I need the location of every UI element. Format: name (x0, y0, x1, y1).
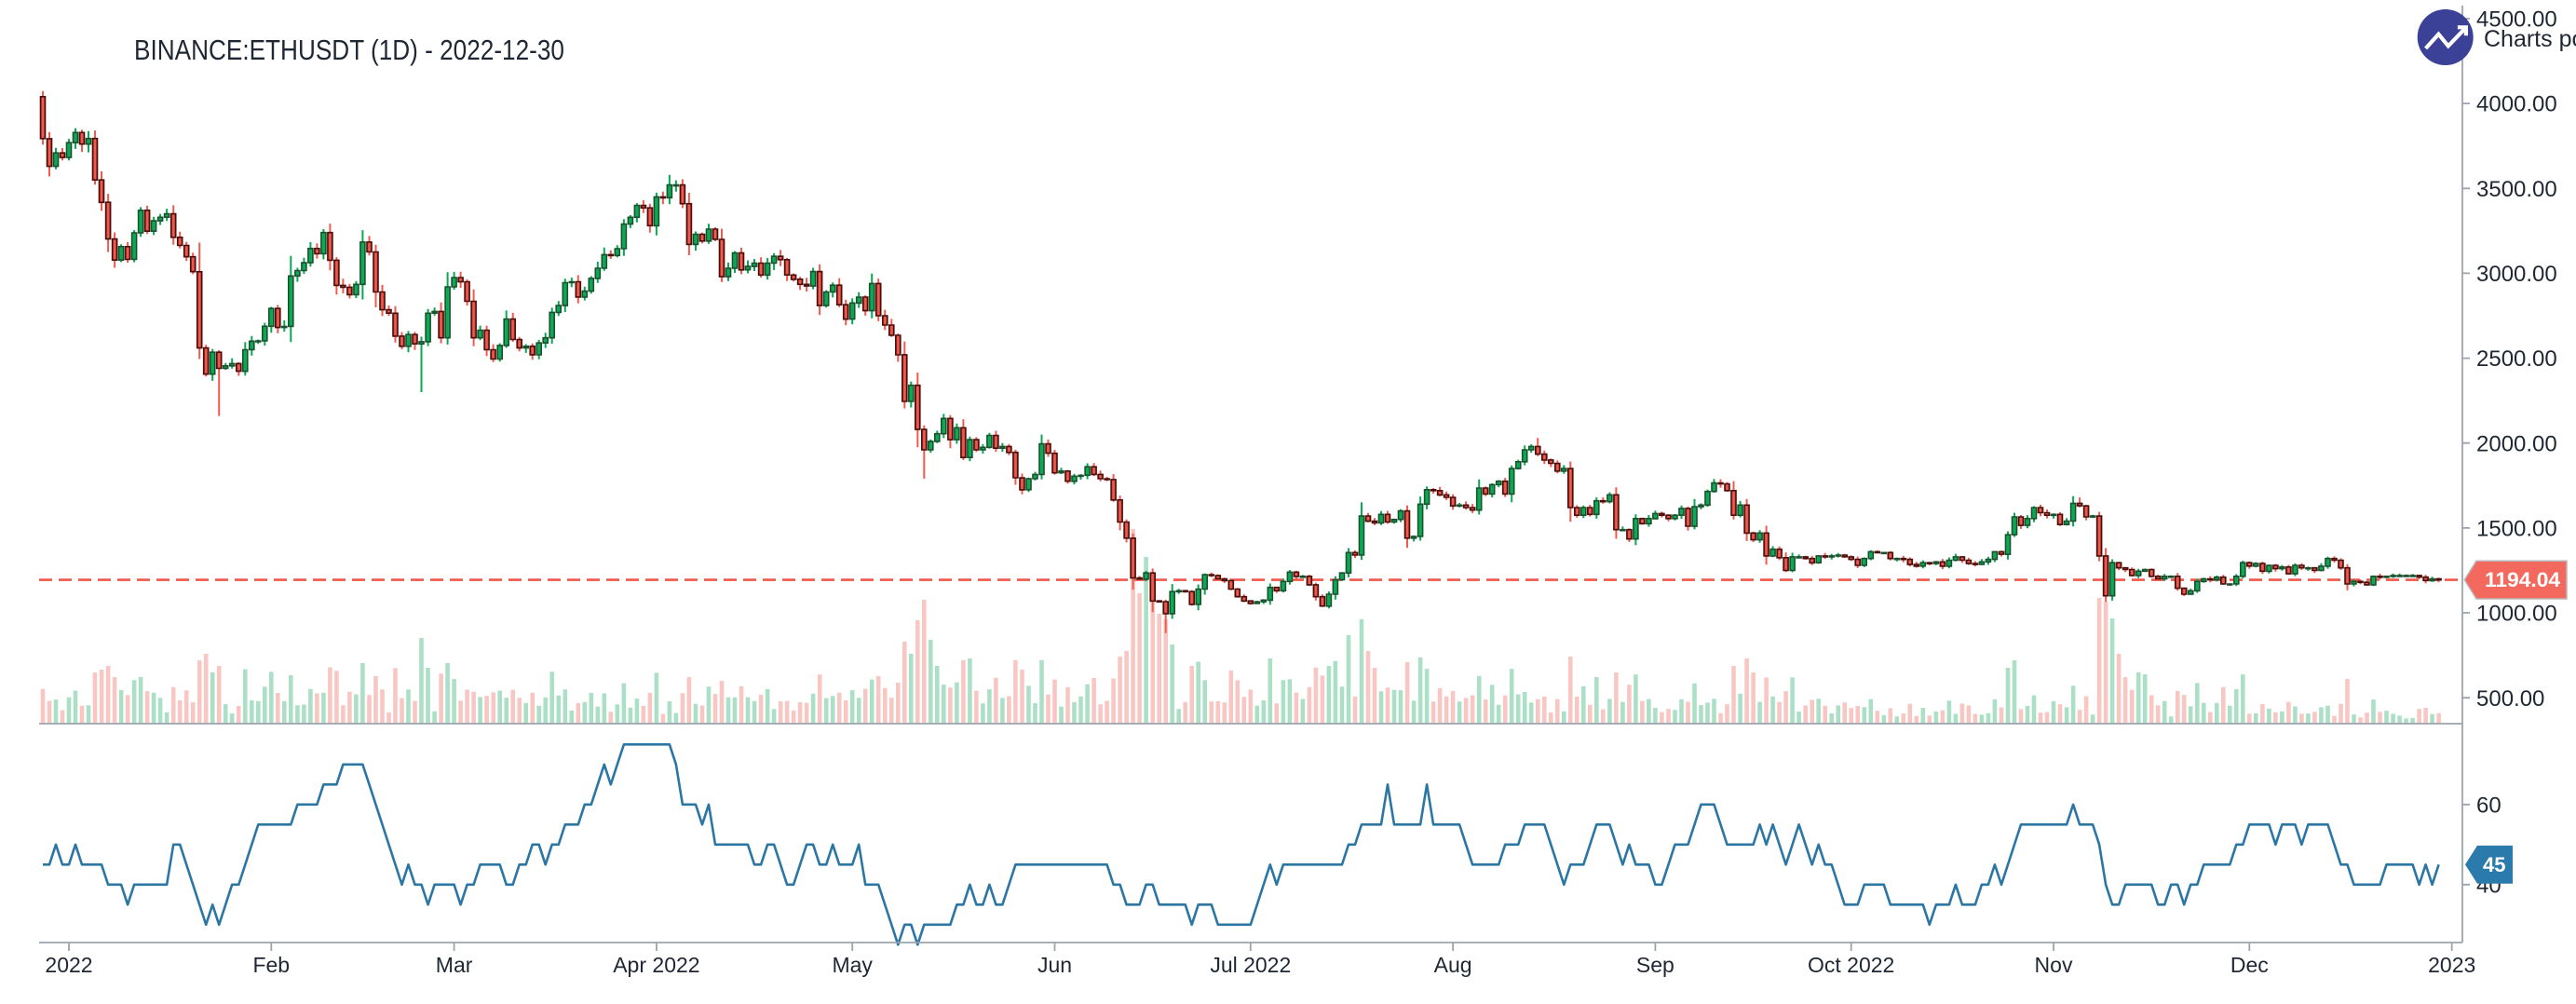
svg-text:Feb: Feb (252, 953, 290, 977)
svg-text:Nov: Nov (2035, 953, 2073, 977)
svg-text:Mar: Mar (436, 953, 473, 977)
svg-text:Charts powered by TradingView: Charts powered by TradingView (2484, 26, 2576, 52)
svg-text:1194.04: 1194.04 (2485, 568, 2561, 591)
svg-text:Apr 2022: Apr 2022 (613, 953, 699, 977)
svg-text:Sep: Sep (1636, 953, 1674, 977)
svg-text:60: 60 (2476, 793, 2501, 818)
svg-text:3000.00: 3000.00 (2476, 262, 2557, 287)
svg-text:1000.00: 1000.00 (2476, 602, 2557, 627)
svg-text:4000.00: 4000.00 (2476, 92, 2557, 117)
svg-text:Aug: Aug (1434, 953, 1472, 977)
svg-text:2022: 2022 (45, 953, 92, 977)
svg-text:Oct 2022: Oct 2022 (1808, 953, 1894, 977)
svg-text:2023: 2023 (2428, 953, 2475, 977)
svg-text:45: 45 (2483, 853, 2505, 876)
svg-text:BINANCE:ETHUSDT (1D) - 2022-12: BINANCE:ETHUSDT (1D) - 2022-12-30 (134, 34, 564, 66)
svg-text:3500.00: 3500.00 (2476, 177, 2557, 202)
svg-text:2500.00: 2500.00 (2476, 346, 2557, 372)
svg-text:1500.00: 1500.00 (2476, 517, 2557, 542)
svg-text:Dec: Dec (2230, 953, 2269, 977)
svg-text:500.00: 500.00 (2476, 686, 2544, 712)
svg-text:May: May (832, 953, 873, 977)
svg-text:4500.00: 4500.00 (2476, 7, 2557, 33)
svg-text:Jun: Jun (1037, 953, 1072, 977)
svg-text:2000.00: 2000.00 (2476, 431, 2557, 456)
svg-text:Jul 2022: Jul 2022 (1210, 953, 1291, 977)
